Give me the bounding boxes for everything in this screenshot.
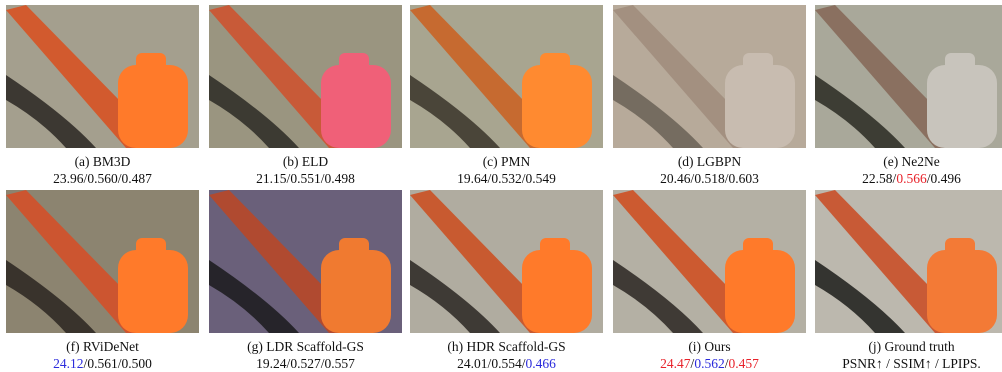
photo [815,5,1002,148]
bottle [118,65,188,148]
bottle-cap [136,53,166,71]
metric-value: 0.500 [121,356,151,371]
caption: (a) BM3D [6,153,199,170]
photo [6,190,199,333]
photo [815,190,1002,333]
metric-value: 0.532 [491,171,521,186]
caption: (i) Ours [613,338,806,355]
bottle-cap [339,238,369,256]
metrics: 24.12/0.561/0.500 [6,355,199,372]
bottle-cap [540,238,570,256]
bottle [725,65,795,148]
metric-value: 24.01 [457,356,487,371]
bottle-cap [945,53,975,71]
caption: (f) RViDeNet [6,338,199,355]
metric-value: 0.549 [525,171,555,186]
metric-value: 0.554 [491,356,521,371]
bottle [321,250,391,333]
bottle [321,65,391,148]
bottle-cap [945,238,975,256]
photo [209,5,402,148]
caption: (h) HDR Scaffold-GS [410,338,603,355]
photo [613,190,806,333]
photo [209,190,402,333]
bottle-cap [743,238,773,256]
metric-value: 0.498 [324,171,354,186]
photo [613,5,806,148]
metrics: 22.58/0.566/0.496 [815,170,1002,187]
bottle [927,250,997,333]
bottle [522,250,592,333]
photo [6,5,199,148]
metric-value: 24.12 [53,356,83,371]
metric-value: 0.518 [694,171,724,186]
metric-value: 0.566 [896,171,926,186]
metric-value: 0.551 [290,171,320,186]
caption: (j) Ground truth [815,338,1002,355]
bottle-cap [743,53,773,71]
metrics: 23.96/0.560/0.487 [6,170,199,187]
metrics: 19.24/0.527/0.557 [209,355,402,372]
metrics: 24.47/0.562/0.457 [613,355,806,372]
metric-value: 0.561 [87,356,117,371]
metric-value: 0.603 [728,171,758,186]
caption: (b) ELD [209,153,402,170]
metrics: 24.01/0.554/0.466 [410,355,603,372]
metrics: 21.15/0.551/0.498 [209,170,402,187]
metric-value: 21.15 [256,171,286,186]
caption: (d) LGBPN [613,153,806,170]
metric-value: 0.527 [290,356,320,371]
metric-value: 23.96 [53,171,83,186]
metric-value: 0.457 [728,356,758,371]
bottle [927,65,997,148]
caption: (g) LDR Scaffold-GS [209,338,402,355]
metric-value: 19.24 [256,356,286,371]
metric-value: 20.46 [660,171,690,186]
metric-value: 0.466 [525,356,555,371]
metric-value: 19.64 [457,171,487,186]
bottle-cap [136,238,166,256]
metric-value: 0.560 [87,171,117,186]
bottle [725,250,795,333]
metric-value: 0.487 [121,171,151,186]
bottle [118,250,188,333]
metric-value: 0.562 [694,356,724,371]
metric-value: 24.47 [660,356,690,371]
caption: (e) Ne2Ne [815,153,1002,170]
figure: (a) BM3D23.96/0.560/0.487(b) ELD21.15/0.… [0,0,1002,371]
metrics: 20.46/0.518/0.603 [613,170,806,187]
bottle [522,65,592,148]
metric-value: 0.557 [324,356,354,371]
bottle-cap [339,53,369,71]
panel: (j) Ground truthPSNR↑ / SSIM↑ / LPIPS. [815,190,1002,372]
metric-value: 0.496 [930,171,960,186]
photo [410,5,603,148]
caption: (c) PMN [410,153,603,170]
photo [410,190,603,333]
metrics: 19.64/0.532/0.549 [410,170,603,187]
bottle-cap [540,53,570,71]
metrics: PSNR↑ / SSIM↑ / LPIPS. [815,355,1002,372]
metric-value: 22.58 [862,171,892,186]
